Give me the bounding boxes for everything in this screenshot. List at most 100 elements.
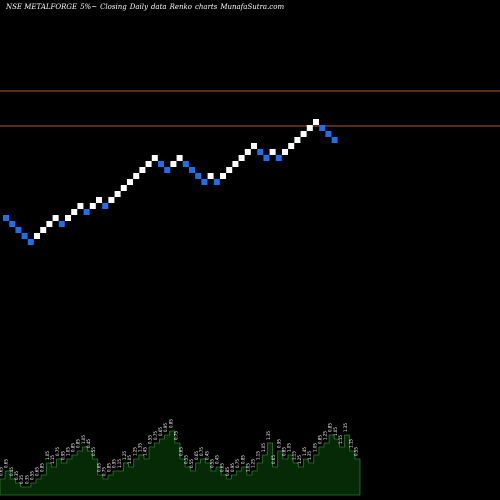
renko-brick-down (213, 179, 220, 185)
renko-brick-up (300, 131, 307, 137)
renko-brick-down (257, 149, 264, 155)
charts-label: charts (194, 3, 218, 11)
volume-label: 0.65 (4, 459, 9, 468)
site-label: MunafaSutra.com (220, 3, 285, 11)
renko-brick-up (294, 137, 301, 143)
renko-brick-up (170, 161, 177, 167)
renko-label: Renko (169, 3, 192, 11)
volume-label: 1.45 (302, 447, 307, 456)
volume-label: 1.15 (50, 455, 55, 464)
volume-label: 0.85 (168, 419, 173, 428)
renko-brick-down (275, 155, 282, 161)
renko-brick-up (127, 179, 133, 185)
renko-brick-down (331, 137, 338, 143)
renko-brick-down (325, 131, 332, 137)
volume-label: 0.65 (158, 427, 163, 436)
renko-brick-up (288, 143, 295, 149)
volume-label: 0.75 (153, 431, 158, 440)
renko-brick-up (151, 155, 158, 161)
renko-brick-up (176, 155, 183, 161)
symbol-label: NSE METALFORGE (6, 3, 78, 11)
renko-brick-up (96, 197, 102, 203)
renko-brick-up (40, 227, 47, 233)
renko-brick-down (21, 233, 28, 239)
volume-label: 0.55 (29, 471, 34, 480)
renko-brick-down (319, 125, 326, 131)
volume-label: 1.05 (333, 427, 338, 436)
chart-header: NSE METALFORGE 5%~ Closing Daily data Renko ch… (6, 3, 287, 11)
volume-label: 0.65 (96, 463, 101, 472)
renko-brick-down (58, 221, 65, 227)
volume-label: 0.75 (101, 467, 106, 476)
volume-label: 0.35 (24, 475, 29, 484)
volume-label: 0.65 (179, 447, 184, 456)
renko-brick-up (282, 149, 288, 155)
volume-label: 0.85 (240, 455, 245, 464)
volume-label: 0.55 (209, 459, 214, 468)
renko-brick-down (201, 179, 208, 185)
renko-brick-down (3, 215, 9, 221)
renko-brick-up (220, 173, 226, 179)
renko-brick-up (52, 215, 59, 221)
renko-brick-up (34, 233, 40, 239)
volume-label: 1.05 (65, 447, 70, 456)
volume-label: 1.25 (132, 447, 137, 456)
volume-label: 0.85 (317, 435, 322, 444)
volume-label: 0.65 (35, 467, 40, 476)
volume-label: 0.35 (19, 475, 24, 484)
renko-brick-down (9, 221, 16, 227)
renko-brick-up (46, 221, 53, 227)
volume-label: 0.85 (71, 443, 76, 452)
renko-brick-down (195, 173, 202, 179)
renko-brick-up (114, 191, 121, 197)
renko-brick-down (83, 209, 90, 215)
volume-label: 0.65 (0, 467, 4, 476)
volume-label: 1.35 (343, 423, 348, 432)
volume-label: 1.25 (323, 431, 328, 440)
renko-brick-up (145, 161, 152, 167)
volume-label: 1.05 (245, 463, 250, 472)
volume-label: 0.55 (353, 447, 358, 456)
volume-label: 0.85 (40, 463, 45, 472)
renko-brick-up (139, 167, 146, 173)
volume-label: 0.75 (55, 447, 60, 456)
volume-label: 1.15 (338, 435, 343, 444)
volume-label: 0.35 (14, 471, 19, 480)
volume-area (0, 430, 361, 496)
volume-label: 1.35 (307, 451, 312, 460)
volume-label: 0.95 (163, 423, 168, 432)
volume-label: 0.55 (189, 459, 194, 468)
renko-brick-down (158, 161, 164, 167)
renko-brick-up (207, 173, 214, 179)
renko-brick-up (108, 197, 115, 203)
volume-label: 0.65 (194, 451, 199, 460)
volume-label: 0.95 (112, 459, 117, 468)
volume-label: 0.45 (215, 455, 220, 464)
data-label: data (150, 3, 167, 11)
volume-label: 0.85 (76, 439, 81, 448)
volume-label: 0.75 (173, 431, 178, 440)
volume-label: 1.15 (348, 439, 353, 448)
volume-label: 0.55 (184, 455, 189, 464)
volume-label: 1.15 (117, 459, 122, 468)
volume-label: 1.05 (45, 451, 50, 460)
volume-label: 0.45 (9, 467, 14, 476)
volume-label: 0.95 (276, 439, 281, 448)
volume-label: 0.75 (199, 447, 204, 456)
volume-label: 0.95 (230, 463, 235, 472)
volume-label: 1.05 (312, 443, 317, 452)
volume-label: 0.85 (281, 447, 286, 456)
pct-label: 5%~ (80, 3, 98, 11)
volume-label: 1.45 (143, 447, 148, 456)
renko-brick-up (232, 161, 239, 167)
volume-label: 1.25 (297, 455, 302, 464)
closing-label: Closing (100, 3, 127, 11)
renko-brick-up (71, 209, 78, 215)
renko-brick-up (306, 125, 313, 131)
volume-label: 1.35 (266, 431, 271, 440)
renko-brick-down (189, 167, 195, 173)
volume-label: 1.15 (292, 451, 297, 460)
renko-brick-up (313, 119, 319, 125)
